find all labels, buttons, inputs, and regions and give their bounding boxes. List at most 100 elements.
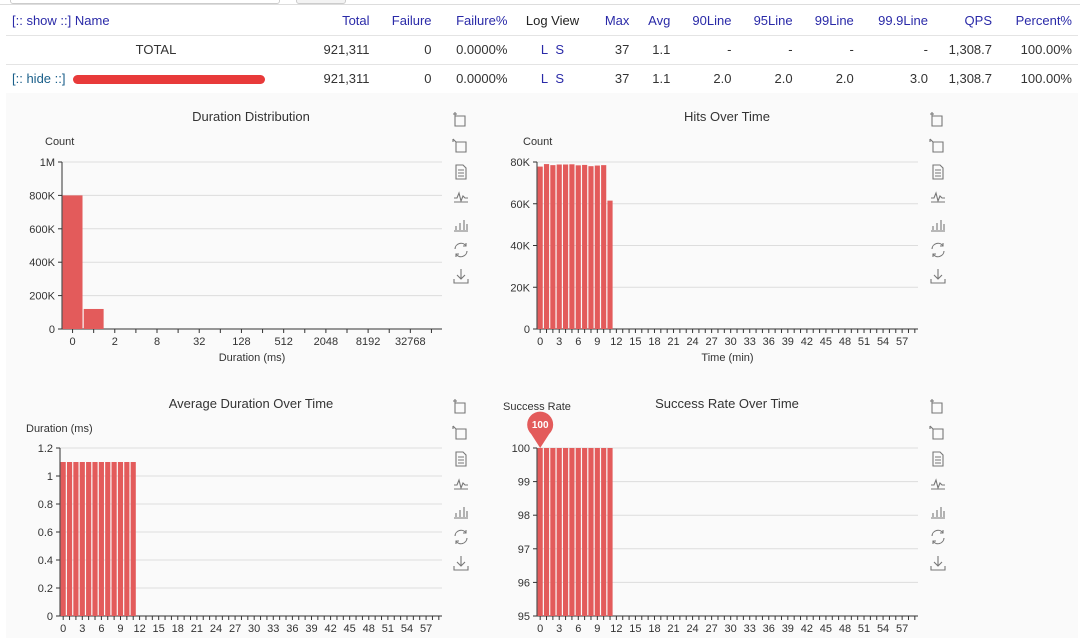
x-tick-label: 21 [667,336,679,348]
bar[interactable] [569,164,575,329]
bar-chart-icon[interactable] [452,502,470,520]
y-tick-label: 100 [512,443,530,455]
l90-header[interactable]: 90Line [676,6,738,36]
bar[interactable] [60,462,66,616]
bar-chart-icon[interactable] [929,502,947,520]
zoom-icon[interactable] [452,111,470,129]
bar[interactable] [582,448,588,616]
bar[interactable] [601,448,607,616]
bar[interactable] [594,448,600,616]
data-view-icon[interactable] [452,163,470,181]
x-tick-label: 36 [763,336,775,348]
bar[interactable] [83,308,104,329]
x-axis-label: Duration (ms) [219,352,286,364]
qps-header[interactable]: QPS [934,6,998,36]
zoom-reset-icon[interactable] [929,424,947,442]
sample-link[interactable]: S [555,71,565,86]
save-image-icon[interactable] [452,267,470,285]
zoom-reset-icon[interactable] [452,424,470,442]
bar[interactable] [563,164,569,329]
bar-chart-icon[interactable] [452,215,470,233]
log-link[interactable]: L [540,71,549,86]
restore-icon[interactable] [929,241,947,259]
filter-input[interactable] [10,0,280,4]
bar[interactable] [563,448,569,616]
bar[interactable] [550,448,556,616]
bar[interactable] [105,462,111,616]
x-tick-label: 57 [896,336,908,348]
zoom-icon[interactable] [452,398,470,416]
bar[interactable] [588,448,594,616]
percent-header[interactable]: Percent% [998,6,1078,36]
restore-icon[interactable] [452,241,470,259]
sort-name[interactable]: Name [74,12,110,28]
bar[interactable] [575,165,581,329]
bar[interactable] [73,462,79,616]
x-tick-label: 36 [763,623,775,635]
sample-link[interactable]: S [555,42,565,57]
zoom-icon[interactable] [929,398,947,416]
bar[interactable] [66,462,73,616]
data-view-icon[interactable] [929,450,947,468]
bar[interactable] [92,462,98,616]
bar[interactable] [79,462,85,616]
log-link[interactable]: L [540,42,549,57]
bar[interactable] [607,448,613,616]
show-toggle[interactable]: [:: show ::] [12,12,72,28]
bar[interactable] [601,165,607,329]
filter-button[interactable] [296,0,346,4]
line-chart-icon[interactable] [452,189,470,207]
failure-pct-header[interactable]: Failure% [437,6,514,36]
bar[interactable] [594,165,600,329]
restore-icon[interactable] [452,528,470,546]
bar[interactable] [575,448,581,616]
cell-total: 921,311 [306,35,376,65]
bar[interactable] [543,448,550,616]
bar[interactable] [588,166,594,329]
bar[interactable] [582,164,588,329]
save-image-icon[interactable] [452,554,470,572]
l999-header[interactable]: 99.9Line [859,6,934,36]
x-tick-label: 42 [801,336,813,348]
bar[interactable] [111,462,117,616]
zoom-reset-icon[interactable] [929,137,947,155]
x-tick-label: 30 [725,623,737,635]
table-row: TOTAL 921,311 0 0.0000% L S 37 1.1 - - -… [6,35,1078,65]
bar[interactable] [550,165,556,329]
cell-avg: 1.1 [635,35,677,65]
bar[interactable] [569,448,575,616]
bar[interactable] [537,166,543,329]
bar[interactable] [117,462,124,616]
bar[interactable] [86,462,92,616]
x-axis-label: Time (min) [701,352,753,364]
data-view-icon[interactable] [929,163,947,181]
bar[interactable] [130,462,136,616]
failure-header[interactable]: Failure [375,6,438,36]
total-header[interactable]: Total [306,6,376,36]
l95-header[interactable]: 95Line [737,6,799,36]
save-image-icon[interactable] [929,554,947,572]
max-header[interactable]: Max [591,6,636,36]
cell-log-view: L S [513,35,592,65]
save-image-icon[interactable] [929,267,947,285]
bar[interactable] [556,164,562,329]
bar[interactable] [556,448,562,616]
zoom-reset-icon[interactable] [452,137,470,155]
avg-header[interactable]: Avg [635,6,677,36]
restore-icon[interactable] [929,528,947,546]
x-tick-label: 21 [191,623,203,635]
bar[interactable] [124,462,130,616]
bar-chart-icon[interactable] [929,215,947,233]
bar[interactable] [62,195,83,329]
line-chart-icon[interactable] [929,189,947,207]
line-chart-icon[interactable] [452,476,470,494]
l99-header[interactable]: 99Line [798,6,860,36]
line-chart-icon[interactable] [929,476,947,494]
zoom-icon[interactable] [929,111,947,129]
bar[interactable] [537,448,543,616]
hide-toggle[interactable]: [:: hide ::] [12,71,66,86]
bar[interactable] [98,462,104,616]
bar[interactable] [543,164,550,329]
data-view-icon[interactable] [452,450,470,468]
bar[interactable] [607,200,613,329]
